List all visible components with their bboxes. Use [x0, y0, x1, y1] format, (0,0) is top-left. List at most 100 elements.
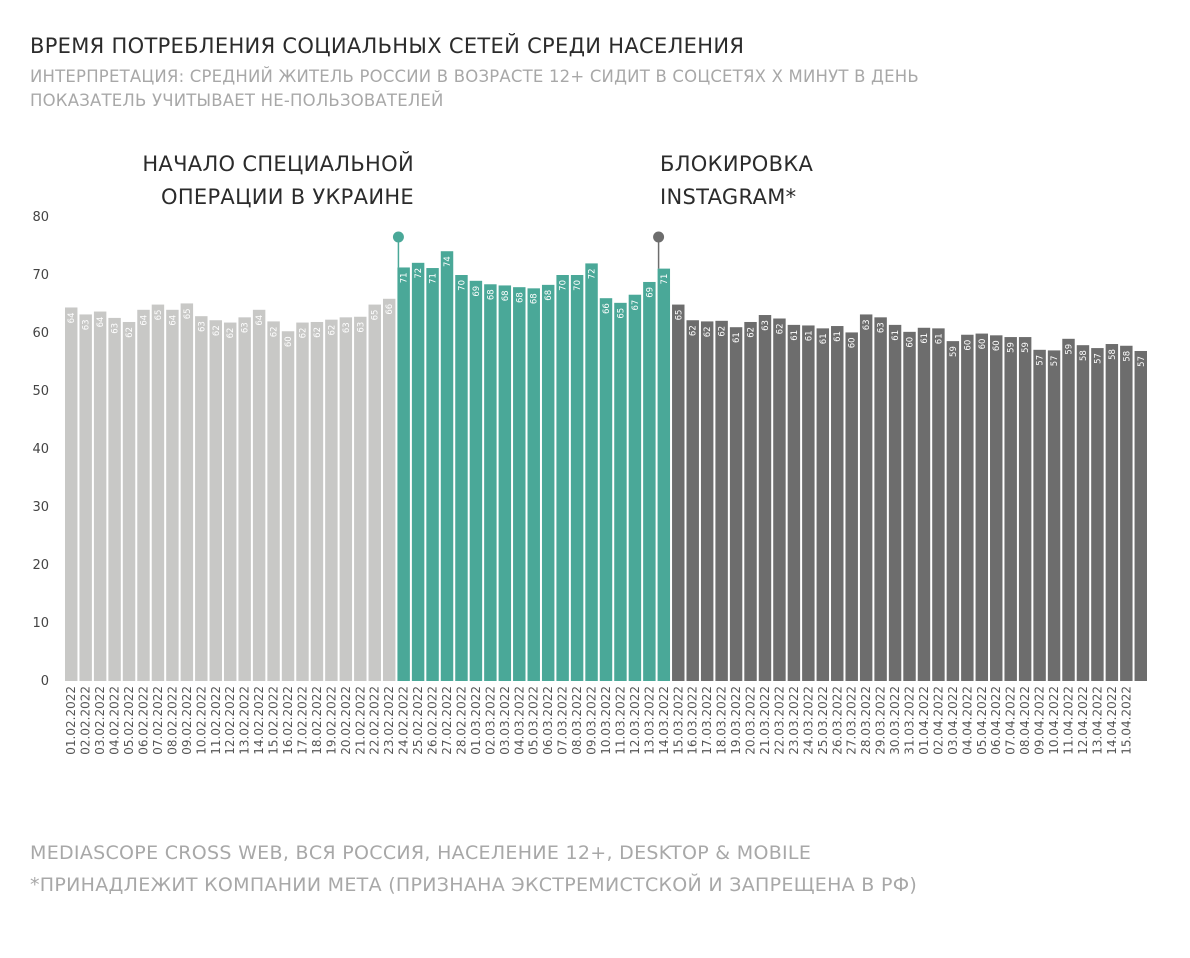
bar [773, 318, 786, 681]
bar [932, 328, 945, 681]
bar [513, 287, 526, 681]
marker-instagram-block-dot [653, 231, 665, 243]
bar-value-label: 68 [501, 290, 511, 301]
bar [426, 268, 439, 681]
x-tick-label: 29.03.2022 [874, 686, 888, 755]
bar [368, 304, 381, 681]
bar-value-label: 64 [168, 315, 178, 326]
bar-value-label: 72 [414, 268, 424, 279]
bar-value-label: 59 [1021, 342, 1031, 353]
bar-value-label: 65 [183, 308, 193, 319]
x-tick-label: 08.04.2022 [1018, 686, 1032, 755]
bar-value-label: 64 [67, 312, 77, 323]
x-tick-label: 06.02.2022 [136, 686, 150, 755]
bar [484, 284, 497, 681]
x-tick-label: 02.03.2022 [483, 686, 497, 755]
bar-value-label: 62 [775, 324, 785, 335]
x-tick-label: 01.04.2022 [917, 686, 931, 755]
x-tick-label: 03.02.2022 [93, 686, 107, 755]
bar-value-label: 72 [588, 268, 598, 279]
x-tick-label: 20.03.2022 [744, 686, 758, 755]
bar-value-label: 71 [660, 274, 670, 285]
bar [267, 321, 280, 681]
bar-value-label: 58 [1079, 350, 1089, 361]
bar-value-label: 62 [226, 328, 236, 339]
bar-value-label: 61 [819, 333, 829, 344]
bar [1062, 338, 1075, 681]
bar-value-label: 68 [515, 292, 525, 303]
x-tick-label: 10.02.2022 [194, 686, 208, 755]
x-tick-label: 28.03.2022 [859, 686, 873, 755]
bar [527, 288, 540, 681]
bar-value-label: 63 [342, 322, 352, 333]
bar-value-label: 60 [284, 336, 294, 347]
bar [281, 331, 295, 681]
x-tick-label: 15.03.2022 [671, 686, 685, 755]
bar-value-label: 61 [790, 330, 800, 341]
x-tick-label: 09.02.2022 [180, 686, 194, 755]
x-tick-label: 27.02.2022 [440, 686, 454, 755]
x-tick-label: 17.03.2022 [700, 686, 714, 755]
annotation-instagram-block: БЛОКИРОВКА INSTAGRAM* [660, 148, 813, 214]
x-tick-label: 30.03.2022 [888, 686, 902, 755]
bar [1134, 350, 1147, 681]
x-tick-label: 06.03.2022 [541, 686, 555, 755]
bar [570, 275, 584, 681]
bar [137, 309, 150, 681]
x-tick-label: 10.03.2022 [599, 686, 613, 755]
bar [643, 281, 656, 681]
x-tick-label: 10.04.2022 [1047, 686, 1061, 755]
bar-chart: 0 10 20 30 40 50 60 70 80 64 01.02.2022 63 02.02.202… [32, 210, 1147, 755]
bar-value-label: 57 [1050, 355, 1060, 366]
annotation-special-operation-line2: ОПЕРАЦИИ В УКРАИНЕ [160, 185, 414, 209]
bar [440, 251, 454, 681]
bar [122, 321, 136, 681]
bar [1120, 345, 1133, 681]
bar [195, 316, 208, 681]
x-tick-label: 28.02.2022 [454, 686, 468, 755]
bar [238, 317, 251, 681]
annotation-instagram-block-line1: БЛОКИРОВКА [660, 152, 814, 176]
x-tick-label: 18.03.2022 [715, 686, 729, 755]
x-tick-label: 21.02.2022 [353, 686, 367, 755]
x-tick-label: 25.02.2022 [411, 686, 425, 755]
bar [946, 341, 960, 681]
bar [990, 335, 1003, 681]
x-tick-label: 01.03.2022 [469, 686, 483, 755]
y-tick-label: 80 [32, 210, 49, 225]
bar-value-label: 65 [371, 310, 381, 321]
bar-value-label: 64 [139, 315, 149, 326]
chart-subtitle-note: ПОКАЗАТЕЛЬ УЧИТЫВАЕТ НЕ-ПОЛЬЗОВАТЕЛЕЙ [30, 91, 444, 110]
bar-value-label: 62 [718, 326, 728, 337]
x-tick-label: 11.03.2022 [613, 686, 627, 755]
bar-value-label: 60 [978, 339, 988, 350]
x-tick-label: 26.02.2022 [426, 686, 440, 755]
x-tick-label: 22.02.2022 [368, 686, 382, 755]
bar [79, 314, 92, 681]
x-tick-label: 16.03.2022 [686, 686, 700, 755]
x-tick-label: 09.04.2022 [1033, 686, 1047, 755]
bar [672, 304, 685, 681]
bar [1105, 344, 1119, 681]
bar-value-label: 64 [255, 315, 265, 326]
x-tick-label: 15.02.2022 [267, 686, 281, 755]
x-tick-label: 11.04.2022 [1062, 686, 1076, 755]
x-tick-label: 25.03.2022 [816, 686, 830, 755]
x-tick-label: 13.02.2022 [238, 686, 252, 755]
bar [686, 320, 699, 681]
bar-value-label: 65 [616, 308, 626, 319]
bar [455, 275, 468, 681]
x-tick-label: 02.04.2022 [931, 686, 945, 755]
x-tick-label: 03.03.2022 [498, 686, 512, 755]
y-tick-label: 20 [32, 558, 49, 573]
bar [382, 298, 396, 681]
bar [93, 311, 107, 681]
bar-value-label: 59 [1007, 342, 1017, 353]
bar [816, 328, 830, 681]
bar-value-label: 62 [298, 328, 308, 339]
bar [339, 317, 353, 681]
bar-value-label: 66 [385, 304, 395, 315]
bar [888, 324, 902, 681]
bar-value-label: 61 [804, 330, 814, 341]
bar-value-label: 62 [747, 327, 757, 338]
